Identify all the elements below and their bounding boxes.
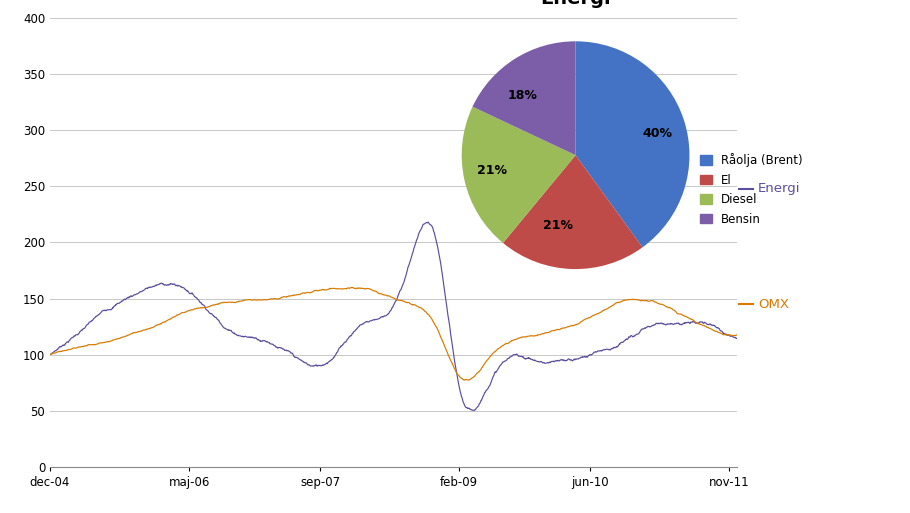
Text: 18%: 18% [508,89,538,102]
Wedge shape [503,155,642,269]
Text: 21%: 21% [543,219,573,232]
Title: Energi: Energi [541,0,611,9]
Text: Energi: Energi [758,182,801,195]
Text: 40%: 40% [642,127,672,140]
Text: OMX: OMX [758,298,789,310]
Legend: Råolja (Brent), El, Diesel, Bensin: Råolja (Brent), El, Diesel, Bensin [695,148,808,230]
Text: 21%: 21% [477,164,507,177]
Wedge shape [575,42,690,247]
Wedge shape [461,107,576,243]
Wedge shape [472,42,576,155]
